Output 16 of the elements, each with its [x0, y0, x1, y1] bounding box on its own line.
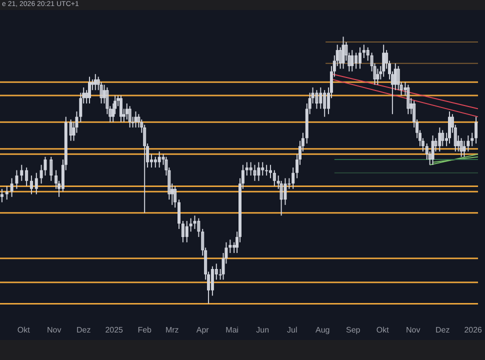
x-tick-label: Apr	[196, 325, 210, 334]
x-tick-label: 2026	[464, 325, 483, 334]
x-tick-label: Jul	[287, 325, 298, 334]
x-tick-label: Sep	[346, 325, 361, 334]
x-tick-label: Okt	[376, 325, 390, 334]
x-tick-label: Dez	[76, 325, 91, 334]
x-tick-label: Aug	[315, 325, 330, 334]
x-tick-label: Nov	[406, 325, 420, 334]
x-tick-label: Nov	[46, 325, 62, 334]
x-tick-label: Okt	[17, 325, 31, 334]
x-tick-label: 2025	[105, 325, 124, 334]
x-tick-label: Dez	[435, 325, 450, 334]
x-tick-label: Mai	[226, 325, 239, 334]
x-tick-label: Feb	[138, 325, 152, 334]
x-tick-label: Mrz	[165, 325, 179, 334]
x-tick-label: Jun	[256, 325, 270, 334]
